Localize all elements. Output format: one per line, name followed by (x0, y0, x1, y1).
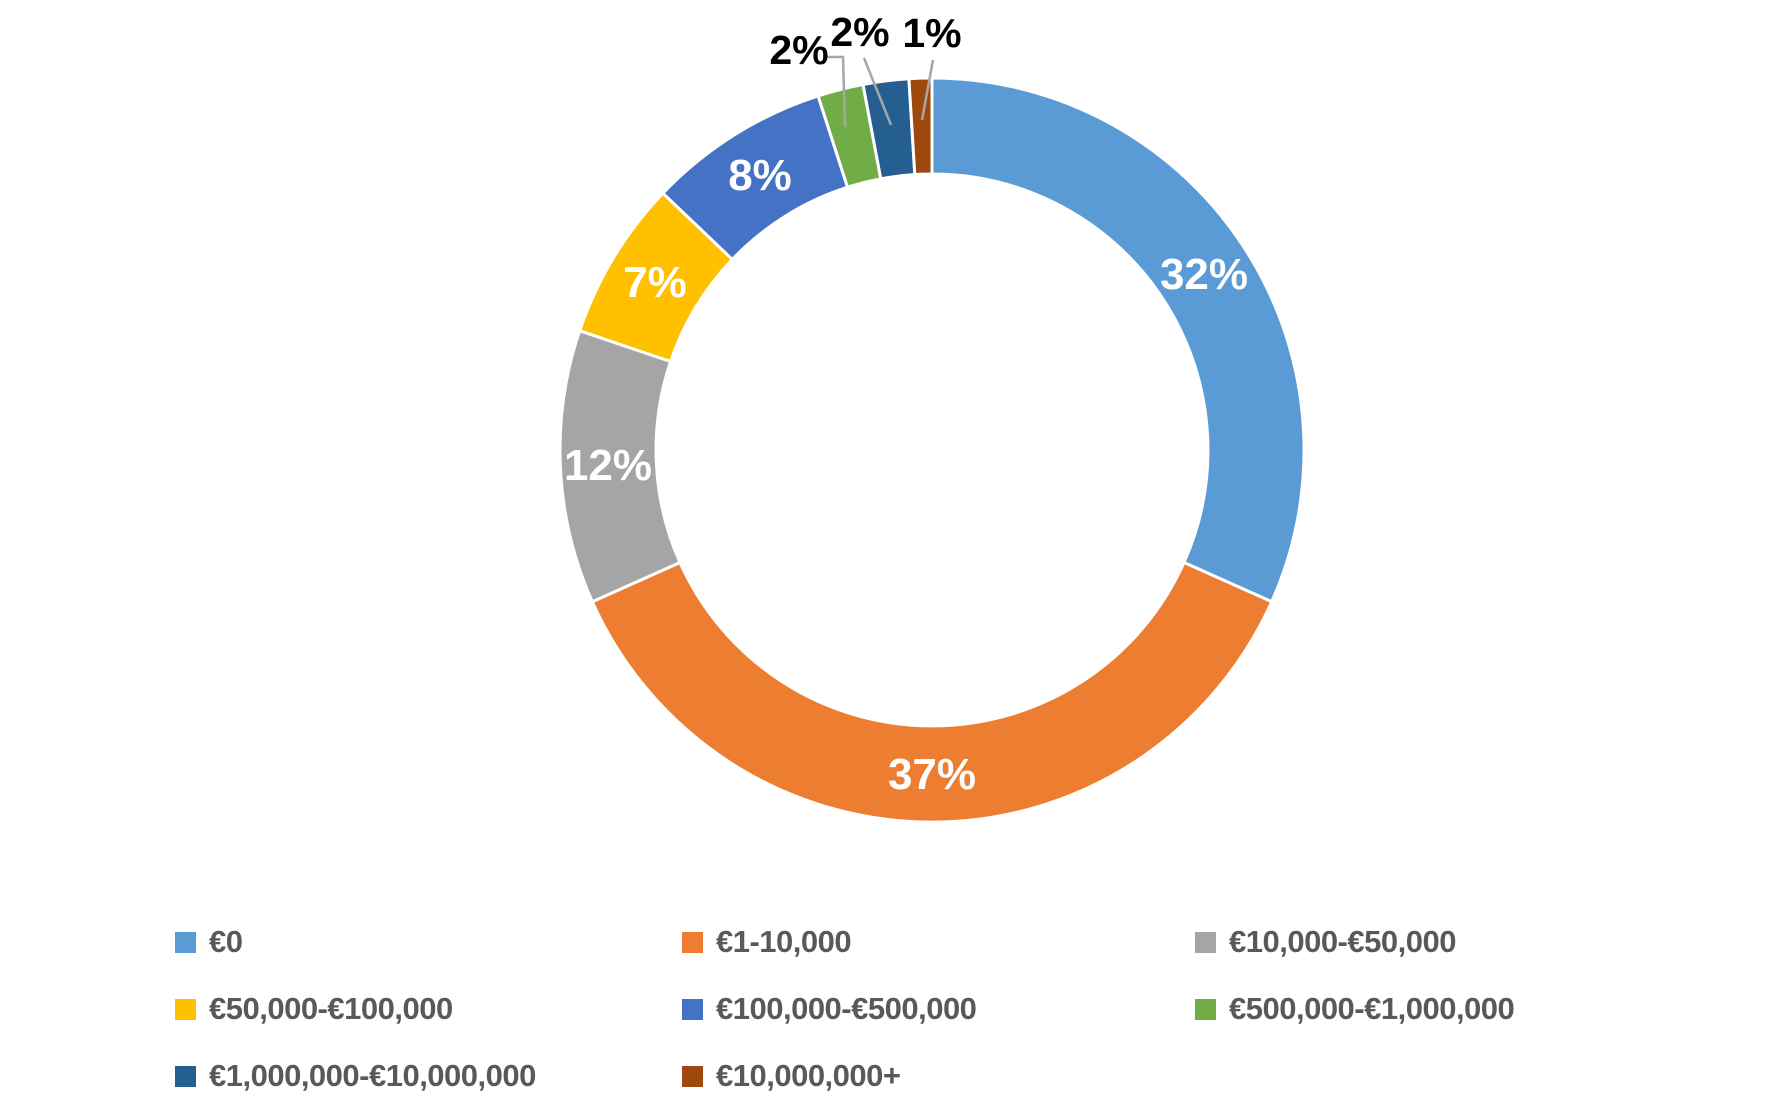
slice-label-5: 8% (728, 151, 792, 200)
leader-line-8 (920, 59, 935, 121)
slice-callout-label-6: 2% (769, 27, 828, 73)
slice-callout-label-8: 1% (902, 10, 961, 56)
slice-callout-label-7: 2% (830, 9, 889, 55)
donut-slice-2 (590, 561, 1274, 824)
leader-line-7 (862, 57, 893, 126)
slice-label-1: 32% (1160, 250, 1248, 299)
slice-label-2: 37% (888, 750, 976, 799)
leader-line-6 (826, 55, 847, 128)
donut-slice-1 (930, 76, 1306, 604)
slice-label-4: 7% (623, 258, 687, 307)
slice-label-3: 12% (564, 441, 652, 490)
